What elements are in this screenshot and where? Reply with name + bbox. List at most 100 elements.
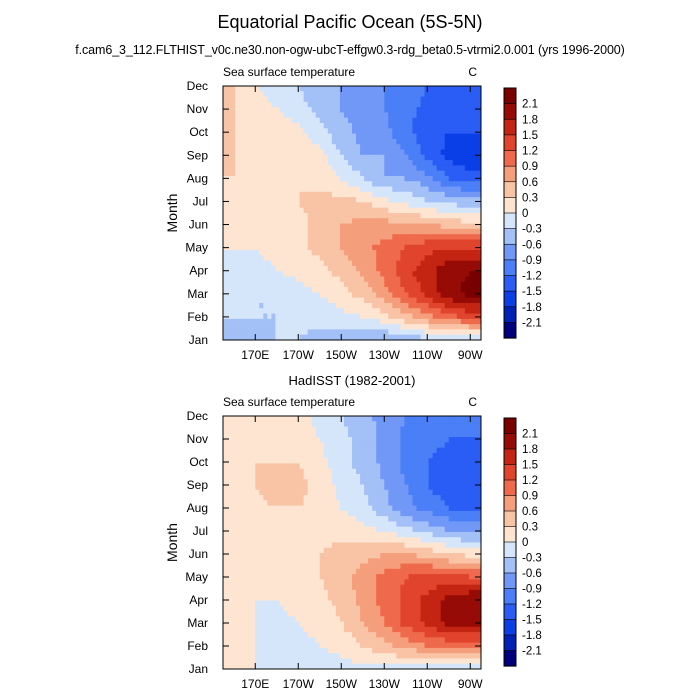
sst-cell xyxy=(323,542,329,549)
sst-cell xyxy=(303,313,309,320)
sst-cell xyxy=(356,500,361,507)
sst-cell xyxy=(231,563,236,570)
sst-cell xyxy=(372,138,377,145)
sst-cell xyxy=(464,255,470,262)
sst-cell xyxy=(476,553,481,559)
sst-cell xyxy=(275,218,281,225)
sst-cell xyxy=(247,154,252,161)
sst-cell xyxy=(420,170,426,177)
sst-cell xyxy=(440,107,446,114)
sst-cell xyxy=(428,117,434,124)
sst-cell xyxy=(287,255,293,262)
sst-cell xyxy=(251,186,256,193)
sst-cell xyxy=(335,271,341,278)
sst-cell xyxy=(432,468,438,475)
sst-cell xyxy=(432,516,438,523)
sst-cell xyxy=(271,186,277,193)
sst-cell xyxy=(279,458,285,465)
sst-cell xyxy=(255,563,260,570)
sst-cell xyxy=(287,531,293,538)
sst-cell xyxy=(392,505,397,512)
sst-cell xyxy=(231,473,236,480)
sst-cell xyxy=(428,107,434,114)
sst-cell xyxy=(396,260,401,267)
sst-cell xyxy=(428,265,434,272)
sst-cell xyxy=(303,318,309,325)
sst-cell xyxy=(372,133,377,140)
sst-cell xyxy=(323,149,329,156)
sst-cell xyxy=(239,421,244,428)
sst-cell xyxy=(343,239,349,246)
sst-cell xyxy=(424,154,430,161)
sst-cell xyxy=(263,500,268,507)
sst-cell xyxy=(239,526,244,533)
sst-cell xyxy=(440,213,446,219)
sst-cell xyxy=(380,265,385,272)
sst-cell xyxy=(440,542,446,549)
sst-cell xyxy=(343,218,349,225)
sst-cell xyxy=(243,516,248,523)
sst-cell xyxy=(416,479,422,486)
sst-cell xyxy=(287,144,293,151)
sst-cell xyxy=(291,416,297,422)
sst-cell xyxy=(408,302,414,309)
sst-cell xyxy=(472,170,478,177)
sst-cell xyxy=(468,260,474,267)
sst-cell xyxy=(412,170,418,177)
sst-cell xyxy=(255,265,260,272)
sst-cell xyxy=(307,421,313,428)
sst-cell xyxy=(404,329,410,336)
sst-cell xyxy=(356,302,361,309)
sst-cell xyxy=(364,223,369,230)
sst-cell xyxy=(311,334,317,340)
sst-cell xyxy=(263,234,268,241)
sst-cell xyxy=(235,107,240,114)
sst-cell xyxy=(472,271,478,278)
sst-cell xyxy=(347,170,353,177)
sst-cell xyxy=(452,308,458,315)
sst-cell xyxy=(307,165,313,172)
sst-cell xyxy=(319,281,325,288)
sst-cell xyxy=(376,531,381,538)
sst-cell xyxy=(352,160,357,166)
sst-cell xyxy=(388,553,393,559)
sst-cell xyxy=(452,302,458,309)
sst-cell xyxy=(376,191,381,198)
sst-cell xyxy=(315,101,321,108)
sst-cell xyxy=(287,516,293,523)
sst-cell xyxy=(251,516,256,523)
sst-cell xyxy=(259,107,264,114)
sst-cell xyxy=(364,202,369,209)
sst-cell xyxy=(247,302,252,309)
sst-cell xyxy=(251,489,256,496)
sst-cell xyxy=(424,542,430,549)
sst-cell xyxy=(384,531,389,538)
sst-cell xyxy=(315,426,321,433)
sst-cell xyxy=(343,416,349,422)
sst-cell xyxy=(436,547,442,554)
sst-cell xyxy=(456,160,462,166)
sst-cell xyxy=(392,426,397,433)
sst-cell xyxy=(360,128,365,135)
sst-cell xyxy=(416,292,422,299)
sst-cell xyxy=(372,468,377,475)
sst-cell xyxy=(368,165,373,172)
sst-cell xyxy=(408,128,414,135)
sst-cell xyxy=(448,112,454,119)
sst-cell xyxy=(412,537,418,544)
sst-cell xyxy=(327,96,333,103)
sst-cell xyxy=(323,96,329,103)
sst-cell xyxy=(384,505,389,512)
sst-cell xyxy=(259,437,264,443)
sst-cell xyxy=(424,186,430,193)
sst-cell xyxy=(376,542,381,549)
sst-cell xyxy=(380,181,385,188)
sst-cell xyxy=(360,558,365,565)
sst-cell xyxy=(331,101,337,108)
sst-cell xyxy=(472,308,478,315)
sst-cell xyxy=(331,329,337,336)
sst-cell xyxy=(339,302,345,309)
sst-cell xyxy=(347,213,353,219)
sst-cell xyxy=(339,107,345,114)
sst-cell xyxy=(239,170,244,177)
